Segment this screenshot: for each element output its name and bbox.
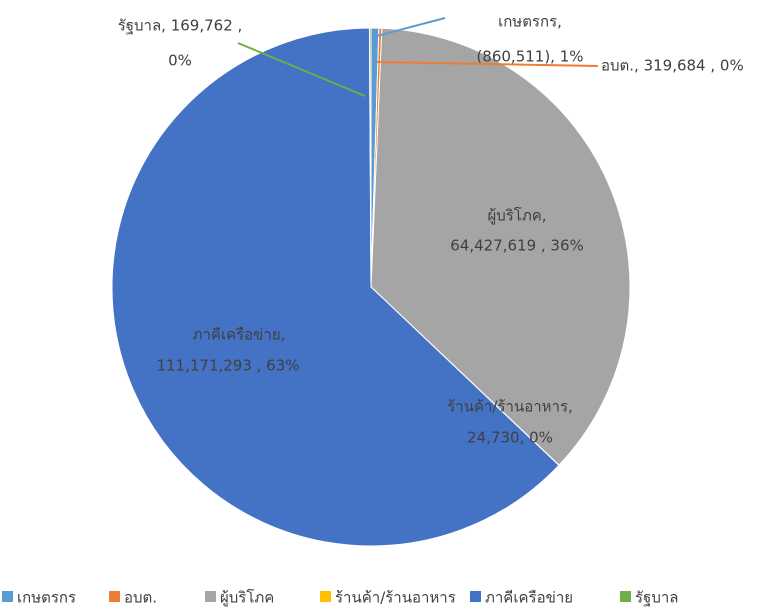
leader-line (376, 61, 599, 67)
leader-line (237, 42, 366, 97)
legend-swatch (320, 591, 331, 602)
data-label: 111,171,293 , 63% (156, 357, 299, 375)
data-label: ผู้บริโภค, (487, 207, 546, 225)
pie-slice (111, 27, 560, 547)
legend-label: ร้านค้า/ร้านอาหาร (335, 589, 456, 607)
data-label: อบต., 319,684 , 0% (601, 57, 744, 75)
pie-slice (368, 27, 372, 288)
pie-slice (370, 27, 631, 466)
legend-label: ผู้บริโภค (220, 589, 274, 607)
legend-swatch (620, 591, 631, 602)
legend-swatch (109, 591, 120, 602)
data-label: (860,511), 1% (476, 48, 583, 66)
legend-label: รัฐบาล (635, 589, 678, 607)
legend-label: อบต. (124, 589, 157, 607)
leader-line (372, 17, 446, 38)
legend-label: ภาคีเครือข่าย (485, 589, 573, 607)
legend-label: เกษตรกร (17, 589, 76, 607)
data-label: เกษตรกร, (498, 13, 562, 31)
data-label: 64,427,619 , 36% (450, 237, 584, 255)
data-label: 0% (168, 52, 192, 70)
data-label: รัฐบาล, 169,762 , (118, 17, 243, 35)
legend-swatch (2, 591, 13, 602)
legend-swatch (205, 591, 216, 602)
legend-swatch (470, 591, 481, 602)
data-label: ร้านค้า/ร้านอาหาร, (447, 398, 573, 416)
data-label: ภาคีเครือข่าย, (193, 326, 286, 344)
data-label: 24,730, 0% (467, 429, 553, 447)
